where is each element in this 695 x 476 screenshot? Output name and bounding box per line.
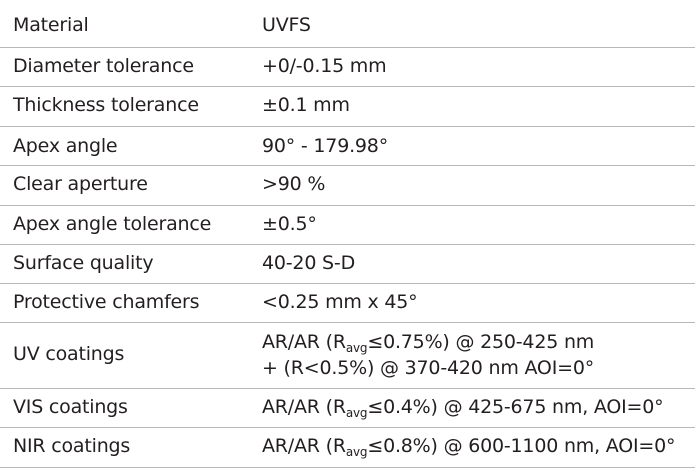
row-value: 90° - 179.98° bbox=[262, 135, 388, 157]
row-label: Protective chamfers bbox=[13, 291, 200, 313]
row-label: Apex angle tolerance bbox=[13, 213, 212, 235]
row-label: VIS coatings bbox=[13, 396, 128, 418]
table-row: Protective chamfers <0.25 mm x 45° bbox=[0, 284, 695, 323]
row-value: AR/AR (Ravg≤0.8%) @ 600-1100 nm, AOI=0° bbox=[262, 435, 676, 459]
table-row: Material UVFS bbox=[0, 0, 695, 48]
row-label: Diameter tolerance bbox=[13, 55, 194, 77]
table-row: Thickness tolerance ±0.1 mm bbox=[0, 87, 695, 127]
row-value: ±0.1 mm bbox=[262, 94, 350, 116]
row-value: 40-20 S-D bbox=[262, 252, 355, 274]
row-value: UVFS bbox=[262, 14, 311, 36]
row-label: Surface quality bbox=[13, 252, 154, 274]
table-row: VIS coatings AR/AR (Ravg≤0.4%) @ 425-675… bbox=[0, 389, 695, 428]
row-label: Material bbox=[13, 14, 89, 36]
row-label: NIR coatings bbox=[13, 435, 131, 457]
row-value: AR/AR (Ravg≤0.75%) @ 250-425 nm + (R<0.5%… bbox=[262, 331, 595, 379]
table-row: Diameter tolerance +0/-0.15 mm bbox=[0, 48, 695, 87]
row-value: <0.25 mm x 45° bbox=[262, 291, 418, 313]
table-row: Apex angle tolerance ±0.5° bbox=[0, 206, 695, 245]
row-label: Thickness tolerance bbox=[13, 94, 199, 116]
row-value: +0/-0.15 mm bbox=[262, 55, 387, 77]
table-row: Apex angle 90° - 179.98° bbox=[0, 127, 695, 166]
row-value: ±0.5° bbox=[262, 213, 317, 235]
row-value-line2: + (R<0.5%) @ 370-420 nm AOI=0° bbox=[262, 357, 595, 379]
row-value: AR/AR (Ravg≤0.4%) @ 425-675 nm, AOI=0° bbox=[262, 396, 664, 420]
table-row: Surface quality 40-20 S-D bbox=[0, 245, 695, 284]
row-label: Apex angle bbox=[13, 135, 118, 157]
row-label: UV coatings bbox=[13, 343, 125, 365]
row-value: >90 % bbox=[262, 173, 326, 195]
table-row: Clear aperture >90 % bbox=[0, 166, 695, 206]
table-row: UV coatings AR/AR (Ravg≤0.75%) @ 250-425… bbox=[0, 323, 695, 389]
table-row: NIR coatings AR/AR (Ravg≤0.8%) @ 600-110… bbox=[0, 428, 695, 468]
row-label: Clear aperture bbox=[13, 173, 148, 195]
